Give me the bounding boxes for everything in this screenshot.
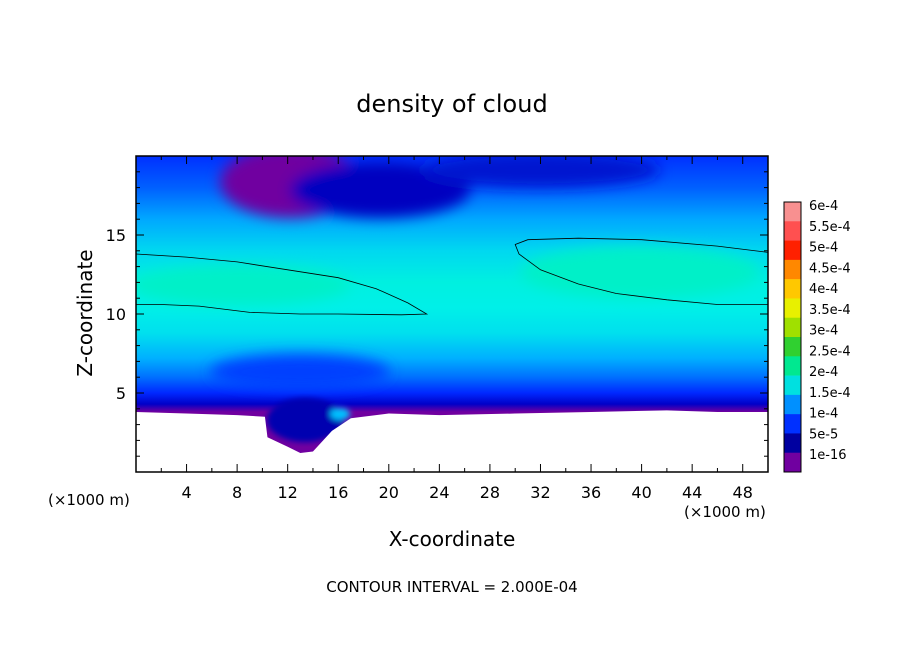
blob-left-core	[136, 265, 350, 305]
colorbar-swatch	[784, 394, 801, 415]
colorbar-label: 6e-4	[809, 199, 838, 214]
blob-turbulent-light	[330, 408, 350, 420]
blob-upper-right-dark	[420, 156, 660, 188]
x-axis-title: X-coordinate	[389, 527, 516, 551]
y-tick-label: 15	[106, 226, 126, 245]
colorbar-swatch	[784, 375, 801, 396]
colorbar-label: 3.5e-4	[809, 303, 851, 318]
blob-lower-blue	[210, 354, 390, 390]
colorbar-label: 5e-4	[809, 241, 838, 256]
y-axis: 5 10 15	[106, 171, 768, 457]
colorbar-frame	[783, 201, 802, 473]
colorbar-swatch	[784, 240, 801, 261]
x-tick-label: 24	[429, 483, 449, 502]
colorbar-swatch	[784, 414, 801, 434]
colorbar-swatch	[784, 202, 801, 222]
contour-line-1	[136, 253, 429, 316]
colorbar-swatch	[784, 221, 801, 241]
x-tick-label: 20	[379, 483, 399, 502]
y-tick-label: 5	[116, 384, 126, 403]
colorbar-label: 5.5e-4	[809, 220, 851, 235]
colorbar-swatch	[784, 298, 801, 319]
x-tick-label: 4	[181, 483, 191, 502]
y-axis-title: Z-coordinate	[73, 249, 97, 376]
colorbar-label: 3e-4	[809, 324, 838, 339]
colorbar-label: 1e-4	[809, 407, 838, 422]
colorbar-swatch	[784, 452, 801, 473]
x-axis: 4 8 12 16 20 24 28 32 36 40 44 48	[160, 156, 753, 502]
x-tick-label: 40	[631, 483, 651, 502]
chart-title: density of cloud	[356, 90, 547, 118]
x-tick-label: 16	[328, 483, 348, 502]
colorbar-swatch	[784, 433, 801, 454]
contour-line-2	[514, 237, 768, 305]
blob-turbulent-dark	[267, 398, 343, 442]
x-tick-label: 48	[733, 483, 753, 502]
colorbar-label: 4.5e-4	[809, 261, 851, 276]
blob-right-core	[520, 246, 760, 298]
blob-upper-dark-band	[290, 162, 470, 218]
colorbar-swatch	[784, 317, 801, 338]
x-unit-label-right: (×1000 m)	[684, 503, 766, 521]
x-tick-label: 44	[682, 483, 702, 502]
contour-lines	[136, 237, 768, 316]
x-tick-label: 36	[581, 483, 601, 502]
colorbar-swatch	[784, 259, 801, 280]
colorbar-swatch	[784, 337, 801, 357]
colorbar-swatch	[784, 279, 801, 299]
colorbar-label: 2e-4	[809, 365, 838, 380]
colorbar-label: 5e-5	[809, 428, 838, 443]
x-tick-label: 32	[530, 483, 550, 502]
colorbar-label: 1e-16	[809, 448, 847, 463]
plot-area	[136, 156, 768, 472]
colorbar-label: 1.5e-4	[809, 386, 851, 401]
cloud-free-region	[136, 410, 768, 472]
x-tick-label: 8	[232, 483, 242, 502]
y-tick-label: 10	[106, 305, 126, 324]
colorbar-label: 2.5e-4	[809, 344, 851, 359]
x-tick-label: 28	[480, 483, 500, 502]
colorbar-label: 4e-4	[809, 282, 838, 297]
colorbar: 6e-4 5.5e-4 5e-4 4.5e-4 4e-4 3.5e-4 3e-4 2.5e-4…	[783, 199, 851, 473]
x-tick-label: 12	[278, 483, 298, 502]
colorbar-swatch	[784, 356, 801, 376]
contour-interval-note: CONTOUR INTERVAL = 2.000E-04	[326, 578, 577, 596]
x-unit-label-left: (×1000 m)	[48, 491, 130, 509]
